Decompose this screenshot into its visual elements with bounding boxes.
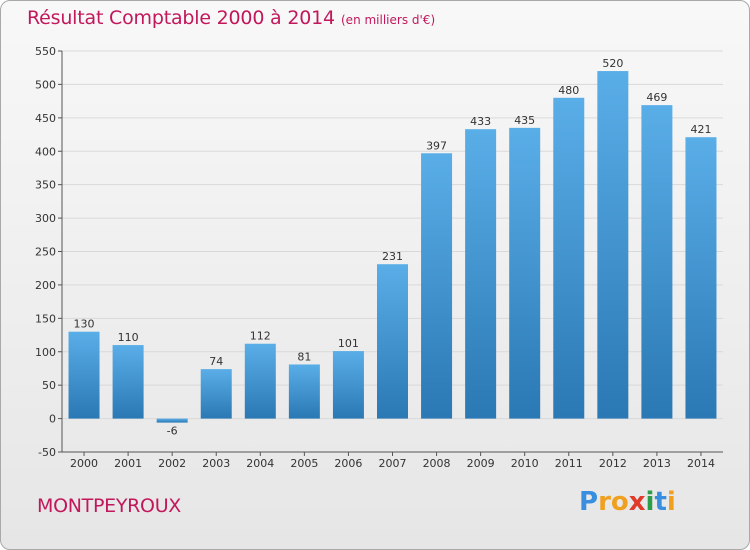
data-label: 231 — [382, 250, 403, 263]
data-label: 469 — [646, 91, 667, 104]
y-tick-label: 50 — [42, 379, 56, 392]
bar-2014 — [685, 137, 717, 419]
commune-name: MONTPEYROUX — [37, 495, 182, 517]
bar-2001 — [112, 345, 144, 419]
data-label: 435 — [514, 114, 535, 127]
y-tick-label: 350 — [35, 179, 56, 192]
y-tick-label: 300 — [35, 212, 56, 225]
y-tick-label: 200 — [35, 279, 56, 292]
y-tick-label: 550 — [35, 45, 56, 58]
data-label: 130 — [74, 318, 95, 331]
data-label: 520 — [602, 57, 623, 70]
bar-2006 — [332, 351, 364, 419]
y-tick-label: 250 — [35, 246, 56, 259]
bar-2007 — [377, 264, 408, 419]
x-tick-label: 2012 — [599, 457, 627, 470]
data-label: 112 — [250, 330, 271, 343]
x-tick-label: 2003 — [202, 457, 230, 470]
x-tick-label: 2002 — [158, 457, 186, 470]
logo-letter: i — [645, 487, 655, 517]
x-tick-label: 2007 — [379, 457, 407, 470]
bar-2009 — [465, 129, 497, 419]
y-tick-label: 450 — [35, 112, 56, 125]
bar-2005 — [288, 364, 320, 419]
x-tick-label: 2014 — [687, 457, 715, 470]
axes: -50 0 50 100 150 200 250 300 350 400 450 500 550 2000… — [35, 45, 723, 470]
x-tick-label: 2000 — [70, 457, 98, 470]
y-tick-label: 400 — [35, 145, 56, 158]
bar-2008 — [421, 153, 453, 419]
bar-2003 — [200, 369, 232, 419]
logo-letter: r — [598, 487, 611, 517]
data-label: 433 — [470, 115, 491, 128]
data-label: 74 — [209, 355, 223, 368]
y-tick-label: 150 — [35, 312, 56, 325]
y-tick-label: -50 — [38, 446, 56, 459]
y-tick-label: 100 — [35, 346, 56, 359]
chart-title: Résultat Comptable 2000 à 2014 — [27, 7, 335, 29]
x-tick-label: 2010 — [511, 457, 539, 470]
logo-letter: x — [628, 487, 646, 517]
logo-letter: o — [610, 487, 629, 517]
bar-2010 — [509, 127, 541, 419]
bar-2004 — [244, 343, 276, 419]
bars — [68, 71, 717, 423]
proxiti-logo[interactable]: Proxiti — [579, 487, 676, 517]
logo-letter: t — [654, 487, 667, 517]
bar-2012 — [597, 71, 629, 419]
logo-letter: P — [579, 487, 599, 517]
x-tick-label: 2006 — [334, 457, 362, 470]
x-tick-label: 2011 — [555, 457, 583, 470]
data-label: 480 — [558, 84, 579, 97]
bar-2000 — [68, 331, 100, 419]
data-label: 397 — [426, 139, 447, 152]
logo-letter: i — [666, 487, 676, 517]
x-tick-label: 2001 — [114, 457, 142, 470]
data-labels: 130 110 -6 74 112 81 101 231 397 433 435 480 520 469 4… — [74, 57, 712, 438]
x-tick-label: 2013 — [643, 457, 671, 470]
data-label: 110 — [118, 331, 139, 344]
data-label: 101 — [338, 337, 359, 350]
chart-unit: (en milliers d'€) — [341, 13, 436, 27]
bar-2002 — [156, 418, 188, 423]
bar-2011 — [553, 97, 585, 419]
x-tick-label: 2009 — [467, 457, 495, 470]
x-tick-label: 2008 — [423, 457, 451, 470]
y-tick-label: 500 — [35, 78, 56, 91]
x-tick-label: 2005 — [290, 457, 318, 470]
data-label: -6 — [167, 425, 178, 438]
y-tick-label: 0 — [49, 413, 56, 426]
x-tick-label: 2004 — [246, 457, 274, 470]
bar-2013 — [641, 105, 673, 419]
data-label: 81 — [297, 350, 311, 363]
data-label: 421 — [690, 123, 711, 136]
